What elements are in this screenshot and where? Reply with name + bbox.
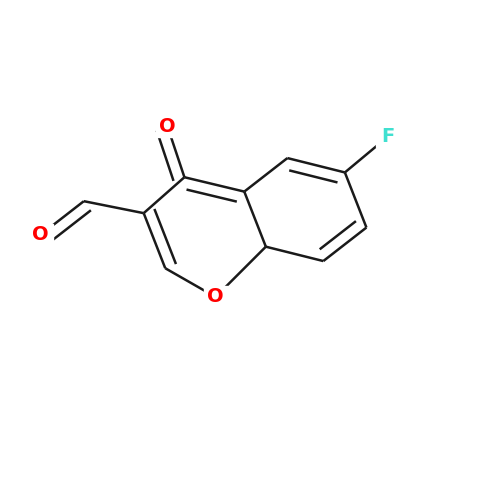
Text: O: O <box>33 225 49 244</box>
Bar <box>156 116 180 137</box>
Bar <box>204 286 228 308</box>
Text: O: O <box>207 287 224 307</box>
Text: O: O <box>160 117 176 137</box>
Bar <box>29 224 53 245</box>
Text: F: F <box>381 127 395 146</box>
Bar <box>376 126 400 147</box>
